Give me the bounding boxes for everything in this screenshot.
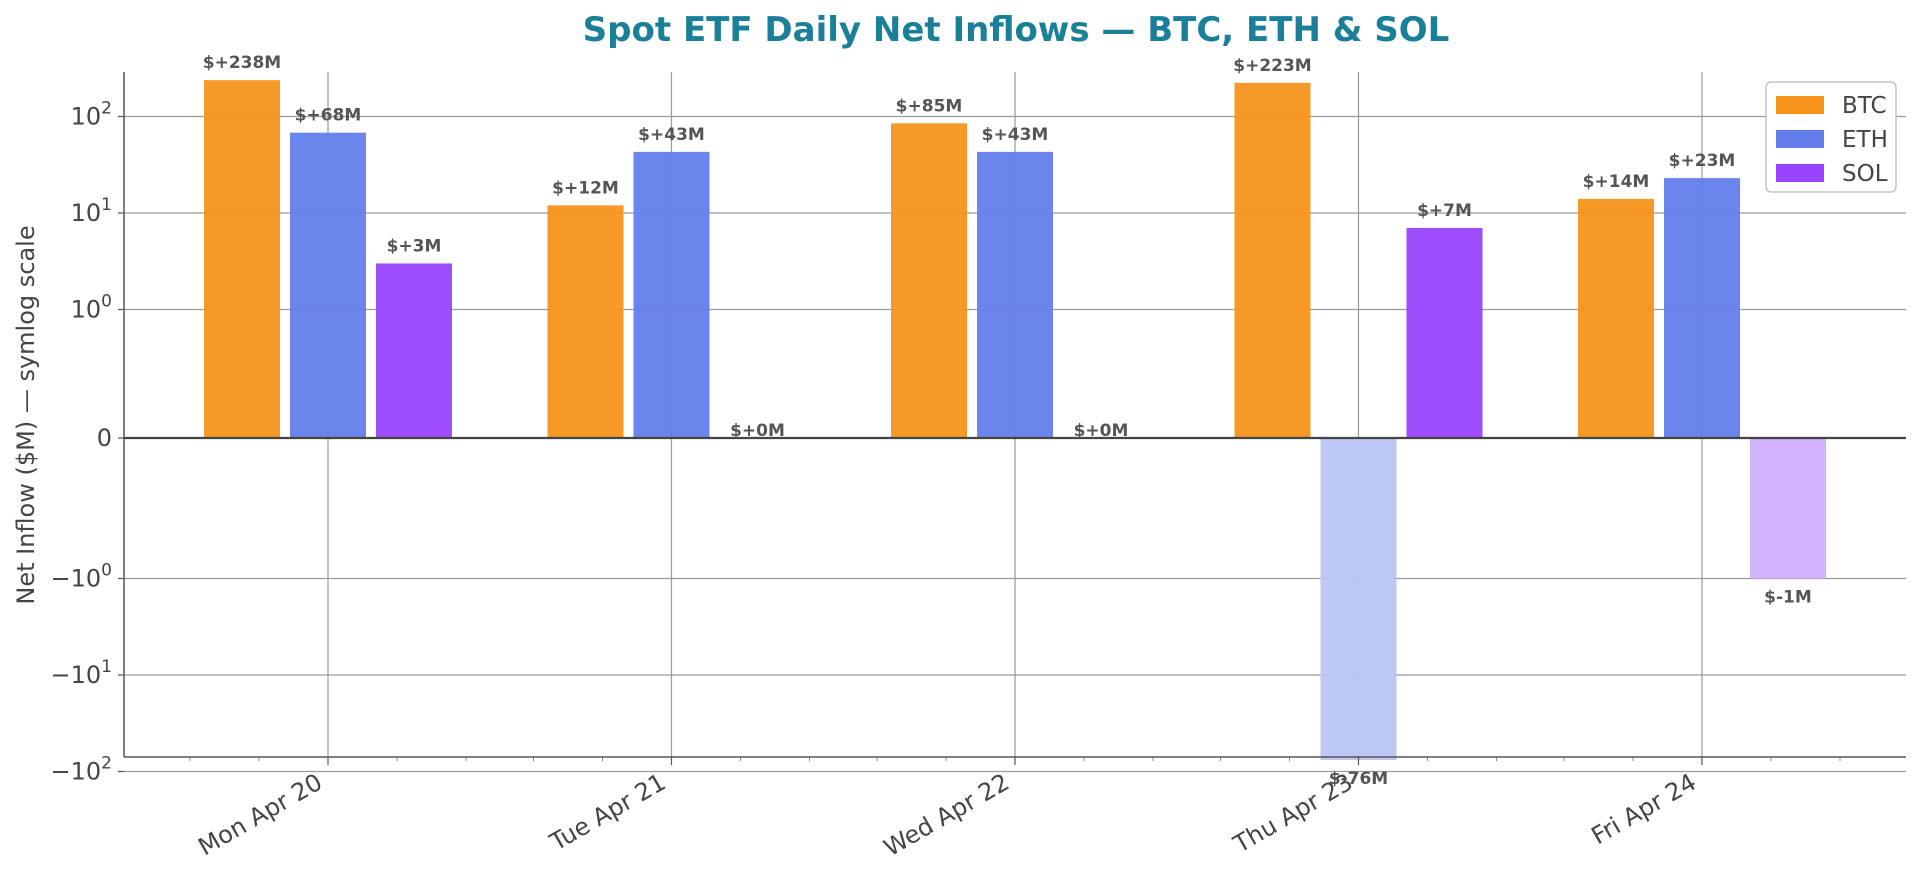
x-tick-label: Tue Apr 21 (545, 768, 671, 857)
bar-eth (977, 151, 1053, 438)
data-label: $-1M (1764, 588, 1812, 608)
legend-swatch-btc (1776, 96, 1824, 114)
bar-btc (547, 205, 624, 438)
data-label: $+14M (1583, 172, 1650, 192)
bar-sol (1750, 438, 1826, 579)
bar-sol (1406, 227, 1483, 438)
x-tick-label: Mon Apr 20 (194, 768, 327, 861)
x-tick-label: Wed Apr 22 (879, 768, 1014, 862)
data-label: $-76M (1329, 769, 1388, 789)
bar-eth (1320, 438, 1397, 760)
y-tick-label: −102 (51, 754, 112, 786)
bar-eth (1664, 178, 1740, 438)
y-tick-label: 0 (97, 424, 112, 452)
data-label: $+85M (896, 96, 963, 116)
y-tick-label: 102 (71, 99, 112, 131)
data-label: $+0M (1074, 421, 1129, 441)
y-tick-label: 100 (71, 292, 112, 324)
data-label: $+3M (387, 236, 442, 256)
data-label: $+23M (1669, 151, 1736, 171)
y-tick-label: 101 (71, 195, 112, 227)
legend-label-sol: SOL (1842, 161, 1888, 187)
chart-title: Spot ETF Daily Net Inflows — BTC, ETH & … (583, 10, 1450, 50)
bar-btc (204, 80, 280, 438)
bar-eth (290, 132, 366, 438)
x-tick-label: Fri Apr 24 (1587, 768, 1701, 850)
bar-btc (1234, 82, 1311, 438)
bar-btc (1578, 198, 1654, 438)
data-label: $+68M (295, 106, 362, 126)
y-axis-label: Net Inflow ($M) — symlog scale (12, 225, 40, 604)
legend-label-btc: BTC (1842, 93, 1887, 119)
bar-eth (633, 151, 710, 438)
data-label: $+43M (982, 125, 1049, 145)
y-tick-label: −100 (51, 561, 112, 593)
bar-btc (891, 123, 967, 439)
y-tick-label: −101 (51, 657, 112, 689)
legend-swatch-eth (1776, 130, 1824, 148)
legend-label-eth: ETH (1842, 127, 1888, 153)
data-label: $+7M (1417, 201, 1472, 221)
data-label: $+43M (638, 125, 705, 145)
data-label: $+238M (203, 53, 281, 73)
labels-layer: $+238M $+12M $+85M $+223M $+14M $+68M $+43M $+4… (203, 53, 1812, 789)
data-label: $+12M (552, 178, 619, 198)
legend-swatch-sol (1776, 164, 1824, 182)
bars-layer (204, 80, 1826, 760)
bar-sol (376, 263, 452, 438)
data-label: $+223M (1233, 56, 1311, 76)
legend: BTC ETH SOL (1765, 81, 1897, 193)
data-label: $+0M (730, 421, 785, 441)
